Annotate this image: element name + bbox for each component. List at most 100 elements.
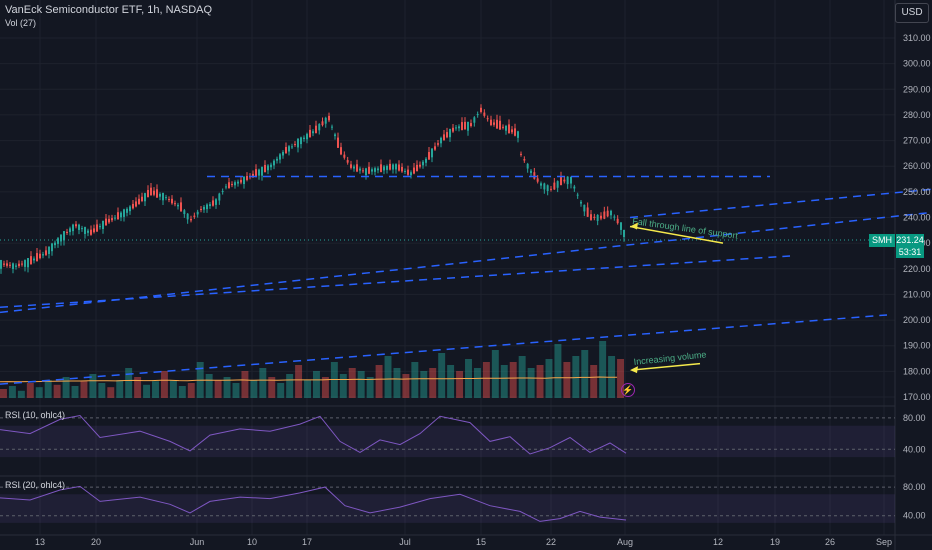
candle-body <box>533 172 536 179</box>
price-tick: 170.00 <box>903 392 931 402</box>
candle-body <box>147 190 149 198</box>
candle-body <box>560 176 562 186</box>
annotation-arrowhead <box>630 366 638 374</box>
candle-body <box>470 123 472 127</box>
candle-body <box>368 166 370 174</box>
time-axis[interactable]: 13 20 Jun 10 17 Jul 15 22 Aug 12 19 26 Sep <box>35 537 892 547</box>
candle-body <box>324 117 327 124</box>
time-tick: 22 <box>546 537 556 547</box>
candle-body <box>350 164 352 168</box>
trend-line <box>0 211 932 314</box>
candle-body <box>556 181 559 188</box>
candle-body <box>580 201 582 204</box>
volume-bar <box>554 344 562 398</box>
candle-body <box>536 178 539 182</box>
candle-body <box>105 218 107 226</box>
candle-body <box>371 169 373 172</box>
volume-bar <box>581 350 589 398</box>
candle-body <box>416 164 418 172</box>
candle-body <box>225 186 227 188</box>
trend-lines <box>0 175 932 385</box>
time-tick: 19 <box>770 537 780 547</box>
volume-bar <box>116 380 124 398</box>
candle-body <box>267 165 269 171</box>
price-tick: 290.00 <box>903 84 931 94</box>
candle-body <box>365 168 367 176</box>
price-axis[interactable]: 310.00 300.00 290.00 280.00 270.00 260.00 250.… <box>903 33 931 402</box>
candle-body <box>467 121 469 131</box>
volume-bar <box>277 383 285 398</box>
volume-bar <box>617 359 624 398</box>
price-tick: 220.00 <box>903 264 931 274</box>
volume-bar <box>8 386 16 398</box>
candle-body <box>255 169 257 178</box>
price-tick: 240.00 <box>903 213 931 223</box>
candle-body <box>306 133 308 140</box>
volume-bar <box>152 381 159 398</box>
candle-body <box>45 250 47 255</box>
candle-body <box>312 131 314 134</box>
volume-bar <box>71 386 79 398</box>
candle-body <box>300 137 302 145</box>
candle-body <box>102 220 104 229</box>
candle-body <box>570 176 572 184</box>
candle-body <box>419 164 421 167</box>
candle-body <box>203 206 205 210</box>
candle-body <box>215 199 217 205</box>
candle-body <box>502 126 504 128</box>
candle-body <box>126 208 128 213</box>
volume-bar <box>304 380 311 398</box>
price-tick: 260.00 <box>903 161 931 171</box>
time-tick: 17 <box>302 537 312 547</box>
candle-body <box>162 192 164 201</box>
volume-bar <box>178 386 186 398</box>
rsi-line <box>0 485 627 522</box>
candle-body <box>212 200 214 206</box>
candle-body <box>9 264 11 266</box>
volume-bar <box>250 380 258 398</box>
volume-bar <box>134 377 142 398</box>
candle-body <box>153 190 155 195</box>
candle-body <box>553 182 556 190</box>
lightning-icon[interactable]: ⚡ <box>621 383 635 397</box>
time-tick: 26 <box>825 537 835 547</box>
volume-bar <box>473 368 481 398</box>
candle-body <box>72 224 74 232</box>
candle-body <box>231 184 233 186</box>
price-tick: 310.00 <box>903 33 931 43</box>
candle-body <box>318 124 321 131</box>
candle-body <box>87 230 89 233</box>
candle-body <box>331 126 333 128</box>
candle-body <box>359 168 361 171</box>
volume-bar <box>348 368 356 398</box>
candle-body <box>291 146 293 148</box>
rsi-tick: 80.00 <box>903 482 926 492</box>
candle-body <box>395 164 397 170</box>
candle-body <box>21 263 23 265</box>
candle-body <box>356 164 358 172</box>
candle-body <box>543 183 546 190</box>
candle-body <box>258 169 260 176</box>
price-tick: 200.00 <box>903 315 931 325</box>
candle-body <box>550 188 552 190</box>
volume-bar <box>590 365 598 398</box>
volume-bar <box>438 353 446 398</box>
candle-body <box>174 203 176 205</box>
candle-body <box>334 134 336 137</box>
candle-body <box>30 256 32 265</box>
candle-body <box>150 187 152 196</box>
volume-bar <box>169 380 177 398</box>
candle-body <box>309 129 311 138</box>
candle-body <box>15 265 17 267</box>
candle-body <box>425 158 427 163</box>
candle-body <box>434 146 436 150</box>
volume-bar <box>572 356 580 398</box>
candle-body <box>183 210 186 215</box>
price-tick: 300.00 <box>903 59 931 69</box>
volume-bar <box>107 387 115 398</box>
currency-button[interactable]: USD <box>895 3 929 23</box>
volume-bar <box>456 371 464 398</box>
candle-body <box>75 224 77 227</box>
